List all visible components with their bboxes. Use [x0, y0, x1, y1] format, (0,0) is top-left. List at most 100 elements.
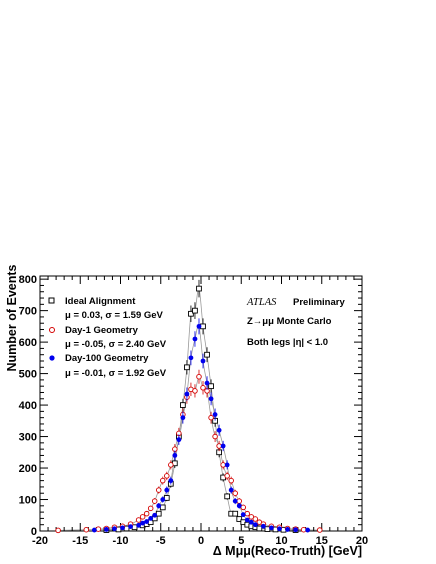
- y-axis-label: Number of Events: [5, 264, 19, 371]
- data-point-day1: [55, 527, 61, 534]
- data-point-day1: [236, 498, 242, 504]
- process-label: Z→μμ Monte Carlo: [247, 316, 332, 327]
- data-point-day100: [220, 443, 226, 449]
- legend-label-day1: Day-1 Geometry: [65, 325, 139, 336]
- y-tick-label: 400: [19, 400, 37, 412]
- atlas-label: ATLAS: [246, 297, 277, 308]
- data-point-day100: [172, 453, 178, 458]
- data-point-day100: [232, 498, 238, 504]
- y-tick-label: 600: [19, 337, 37, 349]
- data-point-ideal: [188, 310, 194, 317]
- y-tick-label: 700: [19, 306, 37, 318]
- y-tick-label: 800: [19, 274, 37, 286]
- data-point-day100: [192, 336, 198, 342]
- data-point-day1: [143, 510, 150, 517]
- data-point-day1: [155, 487, 162, 493]
- data-point-ideal: [208, 383, 214, 390]
- x-tick-label: 10: [275, 535, 287, 547]
- data-point-day100: [293, 527, 298, 533]
- data-point-day100: [136, 522, 142, 528]
- data-point-day1: [168, 462, 174, 468]
- data-point-day100: [104, 527, 109, 532]
- preliminary-label: Preliminary: [293, 297, 345, 308]
- data-point-day100: [196, 323, 202, 329]
- x-tick-label: 0: [198, 535, 204, 547]
- y-tick-label: 300: [19, 432, 37, 444]
- y-tick-label: 100: [19, 495, 37, 507]
- data-point-ideal: [196, 285, 202, 292]
- data-point-ideal: [256, 525, 263, 532]
- data-point-day100: [188, 355, 194, 361]
- data-point-day1: [196, 373, 202, 380]
- data-point-day1: [300, 526, 307, 533]
- data-point-day100: [112, 526, 117, 532]
- data-point-day100: [236, 503, 242, 509]
- data-point-day100: [204, 380, 210, 386]
- legend-label-ideal: Ideal Alignment: [65, 296, 136, 307]
- data-point-day1: [200, 385, 206, 391]
- data-point-day100: [156, 503, 162, 509]
- cut-label: Both legs |η| < 1.0: [247, 337, 328, 348]
- x-tick-label: -10: [113, 535, 129, 547]
- data-point-ideal: [236, 516, 243, 522]
- data-point-day100: [216, 427, 222, 433]
- data-point-day1: [248, 514, 255, 520]
- data-point-ideal: [184, 364, 190, 371]
- data-point-day100: [140, 520, 146, 526]
- data-point-day100: [208, 396, 214, 402]
- data-point-day100: [160, 497, 166, 502]
- data-point-day100: [260, 523, 266, 529]
- data-point-day1: [160, 477, 166, 484]
- data-point-day100: [277, 526, 282, 532]
- x-tick-label: 15: [316, 535, 328, 547]
- x-tick-label: 20: [356, 535, 368, 547]
- legend-marker-day100: [49, 355, 55, 361]
- data-point-day100: [180, 415, 186, 421]
- data-point-day1: [232, 490, 238, 496]
- data-point-day100: [184, 391, 190, 397]
- legend-stats-day1: μ = -0.05, σ = 2.40 GeV: [65, 339, 167, 350]
- data-point-day1: [316, 527, 323, 533]
- data-point-day1: [135, 517, 142, 523]
- data-point-day100: [200, 358, 206, 364]
- data-point-day1: [212, 433, 218, 440]
- legend-marker-ideal: [48, 297, 55, 304]
- data-point-day1: [192, 388, 198, 394]
- data-point-day100: [152, 512, 158, 518]
- x-tick-label: -15: [72, 535, 88, 547]
- data-point-day100: [91, 527, 97, 533]
- y-tick-label: 500: [19, 369, 37, 381]
- series-1: [55, 369, 323, 534]
- data-point-day100: [228, 487, 234, 493]
- fit-curve: [58, 376, 320, 531]
- data-point-day1: [252, 516, 259, 522]
- data-point-ideal: [192, 307, 198, 314]
- data-point-day1: [220, 462, 226, 468]
- x-axis-label: Δ Mμμ(Reco-Truth) [GeV]: [213, 544, 362, 558]
- data-point-ideal: [232, 510, 239, 517]
- data-point-day100: [252, 522, 258, 528]
- data-point-day100: [164, 487, 170, 493]
- data-point-day100: [176, 437, 182, 443]
- legend-label-day100: Day-100 Geometry: [65, 353, 149, 364]
- x-tick-label: 5: [238, 535, 244, 547]
- data-point-day100: [285, 527, 290, 532]
- legend-marker-day1: [49, 327, 55, 333]
- data-point-day100: [240, 512, 246, 518]
- data-point-day1: [224, 473, 230, 479]
- data-point-day100: [148, 516, 154, 521]
- data-point-day100: [128, 524, 133, 529]
- data-point-day100: [269, 525, 274, 531]
- y-tick-label: 0: [31, 526, 37, 538]
- data-point-day100: [212, 412, 218, 417]
- data-point-day1: [83, 526, 90, 533]
- data-point-ideal: [180, 402, 186, 408]
- data-point-day1: [240, 504, 247, 511]
- data-point-day1: [164, 473, 170, 479]
- data-point-day1: [95, 526, 102, 532]
- data-point-day100: [120, 525, 125, 531]
- data-point-day1: [244, 510, 251, 517]
- series-2: [91, 318, 311, 533]
- data-series: [55, 279, 323, 534]
